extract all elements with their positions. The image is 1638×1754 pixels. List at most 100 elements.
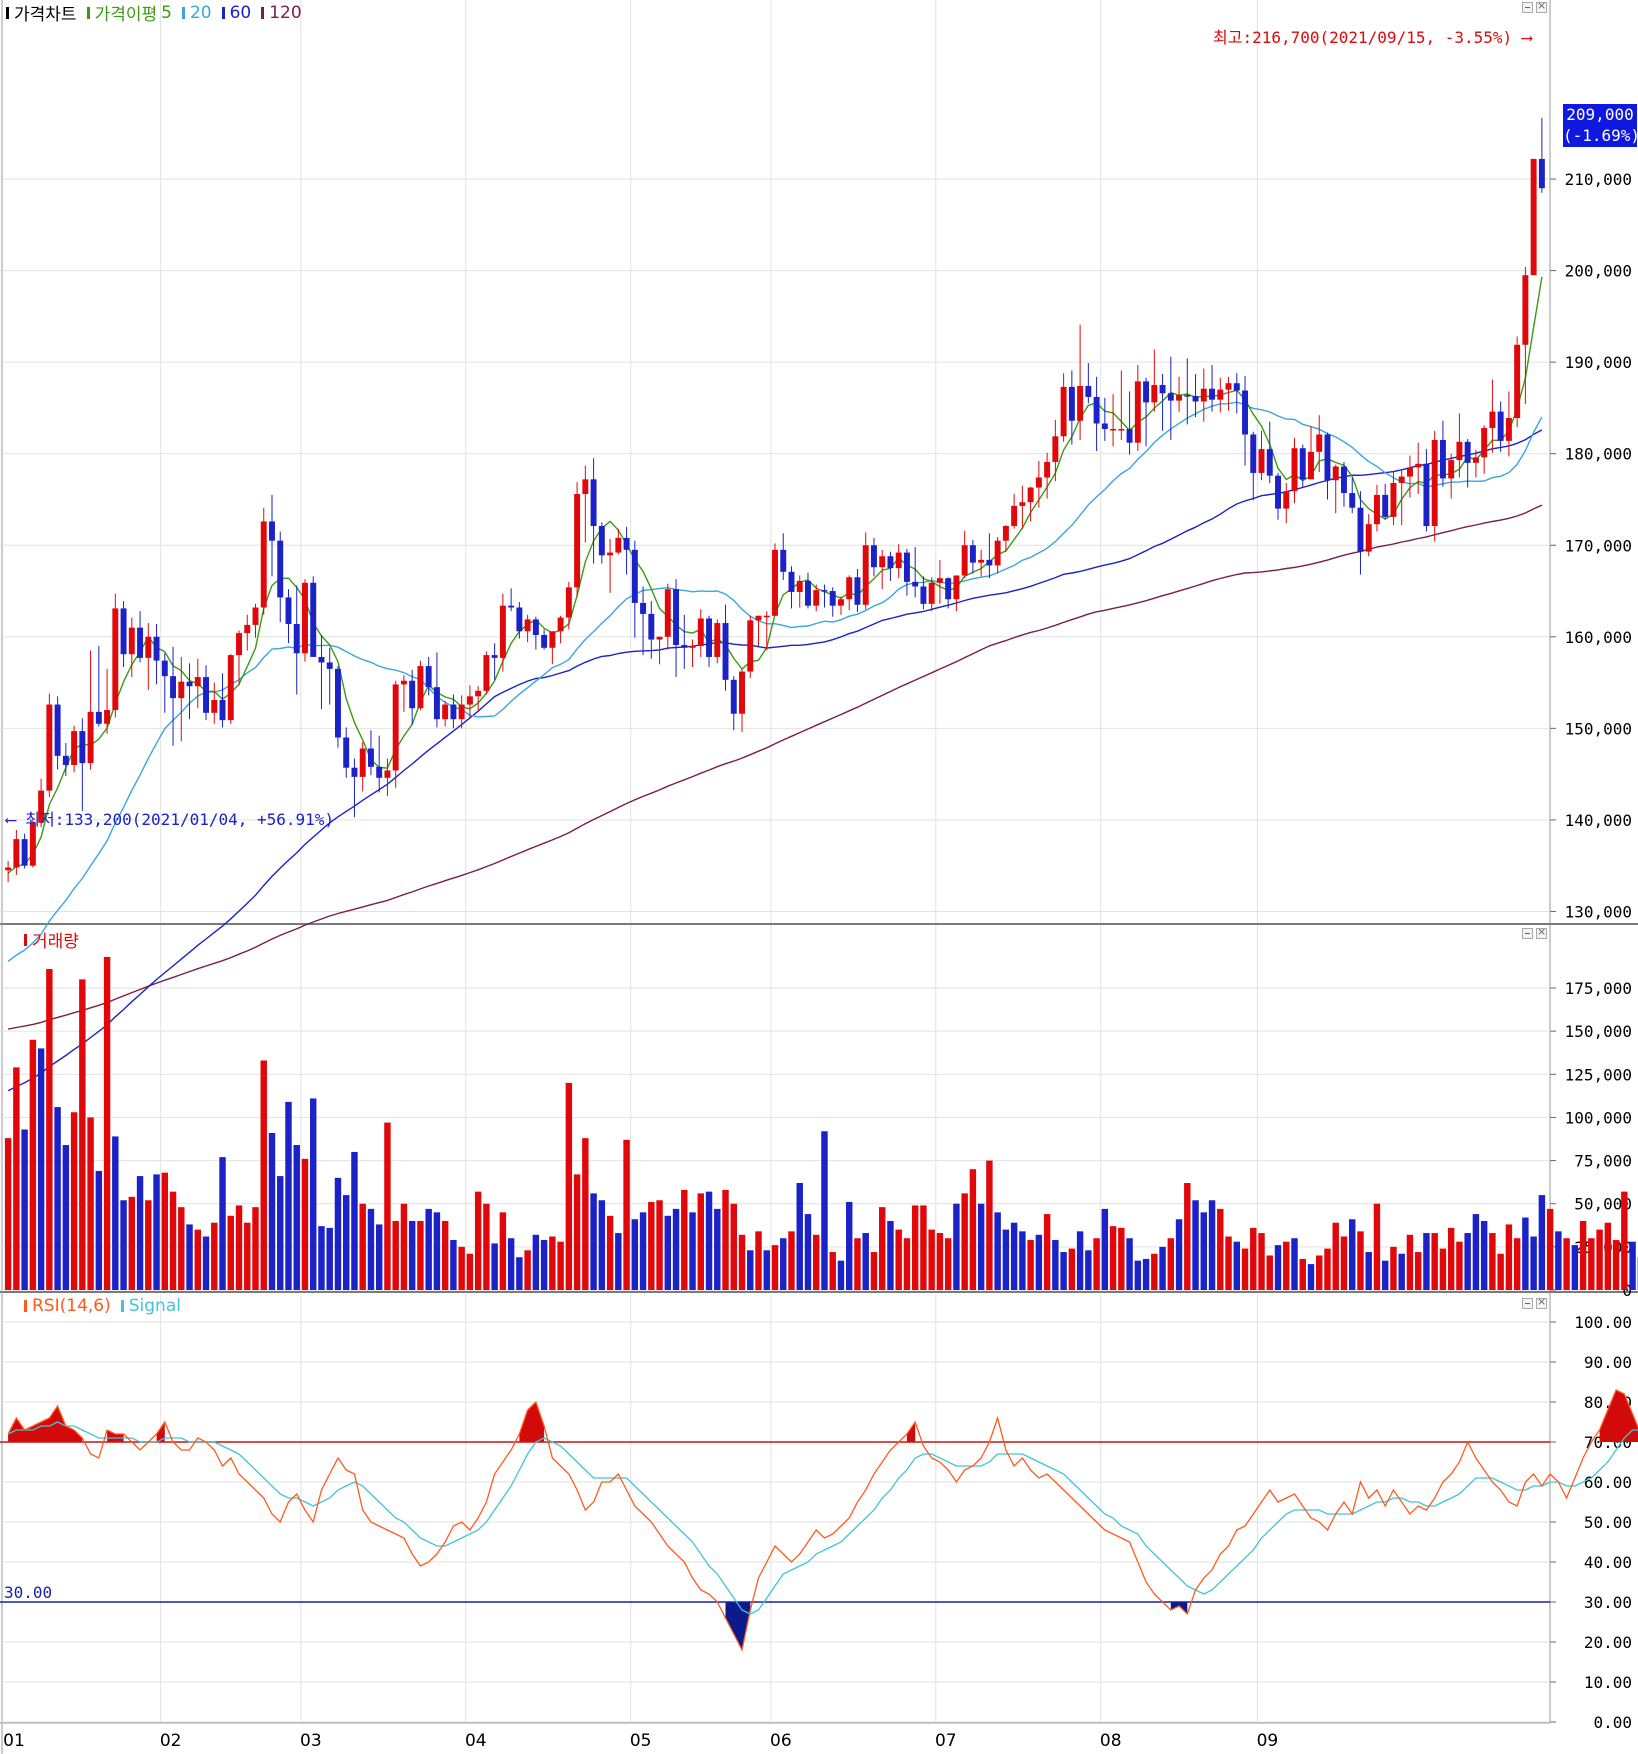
- price-tick-label: 140,000: [1565, 811, 1632, 830]
- candle-body: [1002, 526, 1009, 541]
- candle-body: [1176, 395, 1183, 401]
- volume-bar: [326, 1227, 333, 1290]
- volume-bar: [120, 1200, 127, 1290]
- candle-body: [1209, 388, 1216, 400]
- volume-bar: [235, 1205, 243, 1290]
- candle-body: [186, 681, 193, 687]
- volume-bar: [1142, 1258, 1150, 1290]
- candle-body: [516, 607, 523, 632]
- ma20-line: [7, 401, 1543, 962]
- candle-body: [994, 540, 1001, 566]
- candle-body: [739, 671, 745, 714]
- volume-bar: [705, 1191, 713, 1290]
- rsi-minimize-button[interactable]: [1522, 1298, 1533, 1309]
- candle-body: [730, 679, 737, 714]
- x-tick-label: 08: [1100, 1731, 1122, 1751]
- volume-bar: [697, 1193, 705, 1290]
- candle-body: [79, 731, 86, 764]
- candle-body: [887, 556, 894, 569]
- volume-bar: [1043, 1214, 1051, 1290]
- candle-body: [1530, 158, 1537, 276]
- rsi-legend: RSI(14,6) Signal: [18, 1296, 183, 1316]
- volume-bar: [1456, 1241, 1463, 1290]
- candle-body: [664, 589, 671, 637]
- volume-close-button[interactable]: [1536, 925, 1547, 939]
- candle-body: [38, 790, 45, 823]
- candle-body: [631, 549, 638, 603]
- candle-body: [574, 493, 581, 588]
- candle-body: [466, 696, 473, 705]
- candle-body: [104, 710, 111, 724]
- volume-bar: [780, 1238, 787, 1290]
- volume-bar: [103, 956, 111, 1290]
- candle-body: [1423, 463, 1430, 527]
- volume-bar: [1489, 1233, 1496, 1290]
- volume-bar: [664, 1215, 672, 1290]
- volume-legend-title: 거래량: [32, 932, 79, 952]
- volume-bar: [1505, 1224, 1513, 1290]
- price-tick-label: 170,000: [1565, 536, 1632, 555]
- volume-bar: [211, 1222, 218, 1290]
- candle-body: [153, 636, 160, 661]
- candle-body: [400, 680, 407, 685]
- volume-bar: [351, 1151, 358, 1290]
- arrow-left-icon: ⟵: [6, 810, 16, 829]
- candle-body: [1324, 434, 1331, 481]
- volume-bar: [13, 1067, 20, 1290]
- candle-body: [293, 623, 300, 654]
- volume-bar: [961, 1193, 968, 1290]
- ma-legend-title: 가격이평: [94, 5, 158, 25]
- volume-legend: 거래량: [18, 927, 81, 952]
- candle-body: [343, 737, 350, 768]
- candle-body: [1291, 448, 1298, 492]
- volume-bar: [21, 1129, 28, 1290]
- volume-bar: [384, 1122, 391, 1290]
- volume-minimize-button[interactable]: [1522, 928, 1533, 939]
- x-tick-label: 04: [465, 1731, 487, 1751]
- candle-body: [1390, 482, 1397, 517]
- volume-bar: [161, 1172, 169, 1290]
- volume-bar: [1151, 1253, 1158, 1290]
- volume-bar: [194, 1229, 201, 1290]
- volume-bar: [1010, 1222, 1018, 1290]
- price-legend-title: 가격차트: [14, 5, 77, 25]
- candle-body: [1357, 507, 1364, 552]
- candle-body: [969, 545, 976, 563]
- volume-bar: [285, 1101, 292, 1290]
- arrow-right-icon: ⟶: [1521, 28, 1532, 47]
- candle-body: [854, 577, 861, 605]
- volume-bar: [483, 1203, 490, 1290]
- candle-body: [95, 711, 102, 724]
- ma5-legend: 5: [161, 2, 172, 23]
- volume-bar: [1101, 1208, 1109, 1290]
- volume-bar: [169, 1191, 177, 1290]
- candle-body: [170, 676, 177, 699]
- candle-body: [870, 545, 877, 568]
- price-tick-label: 150,000: [1565, 719, 1632, 738]
- candle-body: [1514, 344, 1521, 418]
- candle-body: [458, 704, 465, 720]
- candle-body: [879, 556, 886, 568]
- rsi-close-button[interactable]: [1536, 1295, 1547, 1309]
- volume-bar: [639, 1212, 647, 1290]
- volume-bar: [37, 1048, 45, 1290]
- volume-bar: [1184, 1183, 1191, 1290]
- volume-bar: [722, 1189, 729, 1290]
- candle-body: [194, 677, 201, 687]
- candle-body: [813, 590, 820, 606]
- candle-body: [1373, 494, 1380, 525]
- volume-bar: [1085, 1250, 1092, 1290]
- candle-body: [607, 552, 614, 556]
- candle-body: [269, 521, 275, 541]
- candle-body: [433, 687, 440, 720]
- price-minimize-button[interactable]: [1522, 2, 1533, 13]
- rsi-tick-label: 90.00: [1584, 1353, 1632, 1372]
- candle-body: [945, 578, 952, 600]
- volume-bar: [1167, 1238, 1175, 1290]
- price-close-button[interactable]: [1536, 0, 1547, 13]
- candle-body: [13, 839, 20, 868]
- volume-bar: [854, 1238, 861, 1290]
- candle-body: [1044, 461, 1051, 478]
- volume-bar: [747, 1250, 754, 1290]
